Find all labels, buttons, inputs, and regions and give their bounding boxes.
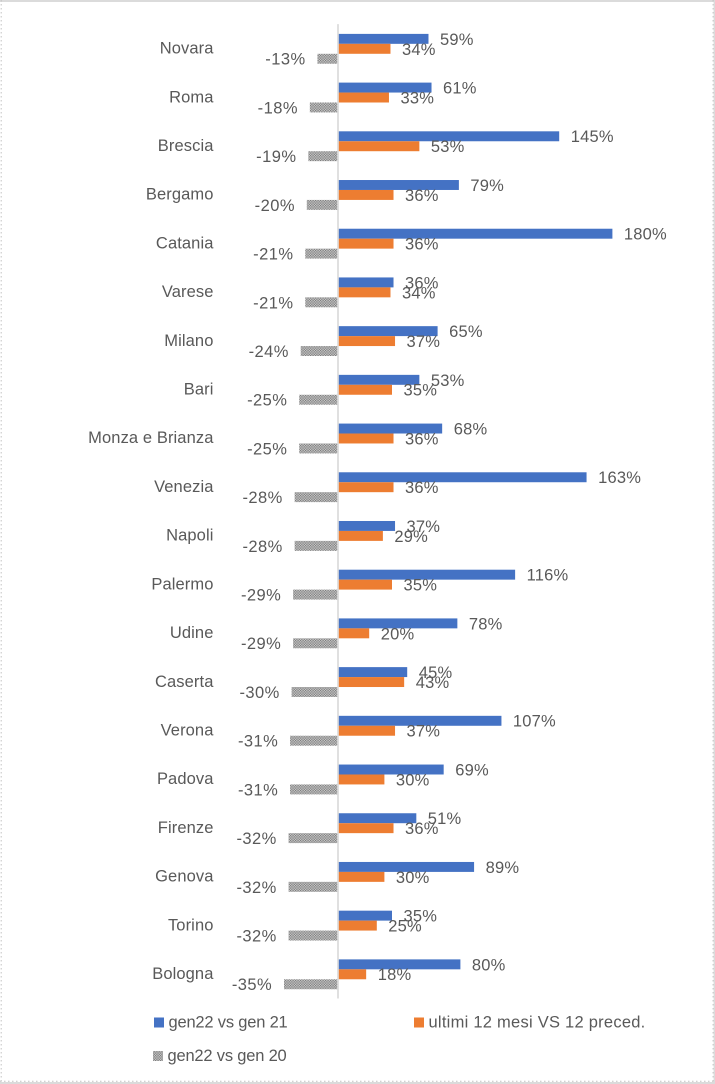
svg-text:18%: 18% (378, 966, 412, 984)
svg-text:78%: 78% (469, 615, 503, 633)
svg-text:Varese: Varese (162, 283, 214, 301)
svg-text:-20%: -20% (255, 197, 295, 215)
svg-text:51%: 51% (428, 810, 462, 828)
svg-text:Verona: Verona (161, 722, 215, 740)
svg-text:Roma: Roma (169, 88, 214, 106)
svg-text:-21%: -21% (253, 246, 293, 264)
svg-text:-30%: -30% (239, 684, 279, 702)
svg-text:34%: 34% (402, 41, 436, 59)
svg-text:Palermo: Palermo (151, 575, 213, 593)
svg-text:107%: 107% (513, 713, 556, 731)
svg-text:-13%: -13% (265, 51, 305, 69)
svg-text:36%: 36% (405, 274, 439, 292)
svg-text:25%: 25% (388, 918, 422, 936)
svg-text:29%: 29% (394, 528, 428, 546)
svg-text:53%: 53% (431, 138, 465, 156)
svg-text:61%: 61% (443, 80, 477, 98)
svg-text:36%: 36% (405, 236, 439, 254)
svg-text:37%: 37% (407, 723, 441, 741)
svg-text:Genova: Genova (155, 868, 214, 886)
svg-text:180%: 180% (624, 226, 667, 244)
svg-text:-28%: -28% (242, 489, 282, 507)
svg-text:37%: 37% (407, 333, 441, 351)
svg-text:89%: 89% (486, 859, 520, 877)
svg-text:Bergamo: Bergamo (146, 186, 214, 204)
svg-text:59%: 59% (440, 31, 474, 49)
svg-text:37%: 37% (407, 518, 441, 536)
svg-text:-32%: -32% (236, 879, 276, 897)
svg-text:Venezia: Venezia (154, 478, 214, 496)
svg-text:ultimi 12 mesi VS 12 preced.: ultimi 12 mesi VS 12 preced. (429, 1014, 646, 1032)
svg-text:Catania: Catania (156, 234, 214, 252)
svg-text:80%: 80% (472, 956, 506, 974)
svg-text:Milano: Milano (164, 332, 213, 350)
svg-text:Bologna: Bologna (152, 965, 214, 983)
svg-text:-25%: -25% (247, 392, 287, 410)
svg-text:-35%: -35% (232, 976, 272, 994)
svg-text:145%: 145% (571, 128, 614, 146)
svg-text:35%: 35% (404, 577, 438, 595)
svg-text:36%: 36% (405, 187, 439, 205)
svg-text:Padova: Padova (157, 770, 214, 788)
svg-text:68%: 68% (454, 421, 488, 439)
svg-text:35%: 35% (404, 382, 438, 400)
svg-text:116%: 116% (527, 567, 569, 585)
svg-text:-29%: -29% (241, 587, 281, 605)
svg-text:79%: 79% (470, 177, 504, 195)
svg-text:163%: 163% (598, 469, 641, 487)
svg-text:30%: 30% (396, 771, 430, 789)
svg-text:53%: 53% (431, 372, 465, 390)
svg-text:-28%: -28% (242, 538, 282, 556)
svg-text:Udine: Udine (170, 624, 214, 642)
svg-text:36%: 36% (405, 820, 439, 838)
svg-text:45%: 45% (419, 664, 453, 682)
svg-text:Monza e Brianza: Monza e Brianza (88, 429, 214, 447)
svg-text:35%: 35% (404, 908, 438, 926)
svg-text:-31%: -31% (238, 733, 278, 751)
svg-text:Novara: Novara (160, 40, 215, 58)
svg-text:Caserta: Caserta (155, 673, 214, 691)
svg-text:Brescia: Brescia (158, 137, 214, 155)
svg-text:gen22 vs gen 20: gen22 vs gen 20 (168, 1047, 287, 1065)
svg-text:30%: 30% (396, 869, 430, 887)
svg-text:20%: 20% (381, 625, 415, 643)
svg-text:-21%: -21% (253, 294, 293, 312)
svg-text:36%: 36% (405, 430, 439, 448)
svg-text:-29%: -29% (241, 635, 281, 653)
svg-text:-32%: -32% (236, 928, 276, 946)
svg-text:36%: 36% (405, 479, 439, 497)
svg-text:-18%: -18% (258, 99, 298, 117)
svg-text:33%: 33% (401, 90, 435, 108)
svg-text:Bari: Bari (184, 381, 214, 399)
svg-text:-19%: -19% (256, 148, 296, 166)
svg-text:Napoli: Napoli (166, 527, 213, 545)
svg-text:Firenze: Firenze (158, 819, 214, 837)
svg-text:65%: 65% (449, 323, 483, 341)
svg-text:Torino: Torino (168, 916, 214, 934)
svg-text:gen22 vs gen 21: gen22 vs gen 21 (169, 1014, 288, 1032)
svg-text:-31%: -31% (238, 781, 278, 799)
svg-text:-32%: -32% (236, 830, 276, 848)
svg-text:69%: 69% (455, 762, 489, 780)
svg-text:-25%: -25% (247, 440, 287, 458)
svg-text:34%: 34% (402, 284, 436, 302)
svg-text:-24%: -24% (249, 343, 289, 361)
svg-text:43%: 43% (416, 674, 450, 692)
